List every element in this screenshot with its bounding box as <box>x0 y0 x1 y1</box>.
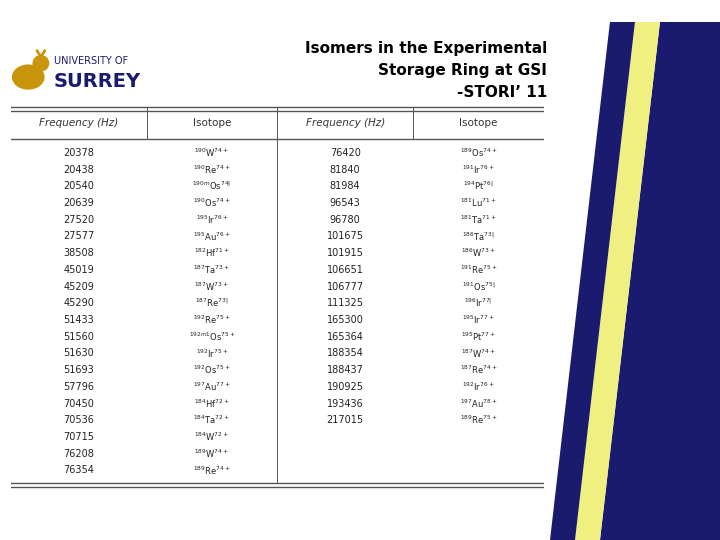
Text: $^{181}$Lu$^{71+}$: $^{181}$Lu$^{71+}$ <box>460 197 497 209</box>
Text: 20378: 20378 <box>63 148 94 158</box>
Text: $^{187}$W$^{74+}$: $^{187}$W$^{74+}$ <box>461 347 496 360</box>
Text: 51560: 51560 <box>63 332 94 342</box>
Text: $^{195}$Ir$^{76+}$: $^{195}$Ir$^{76+}$ <box>196 213 228 226</box>
Text: $^{192}$Re$^{75+}$: $^{192}$Re$^{75+}$ <box>193 314 230 326</box>
Text: 76420: 76420 <box>330 148 361 158</box>
Text: UNIVERSITY OF: UNIVERSITY OF <box>54 57 128 66</box>
Text: Frequency (Hz): Frequency (Hz) <box>39 118 118 128</box>
Text: 165300: 165300 <box>327 315 364 325</box>
Text: 76208: 76208 <box>63 449 94 458</box>
Text: 27577: 27577 <box>63 232 94 241</box>
Text: 96780: 96780 <box>330 215 361 225</box>
Text: $^{186}$Ta$^{73|}$: $^{186}$Ta$^{73|}$ <box>462 230 495 242</box>
Text: $^{190}$W$^{74+}$: $^{190}$W$^{74+}$ <box>194 147 230 159</box>
Text: $^{189}$Re$^{75+}$: $^{189}$Re$^{75+}$ <box>459 414 497 427</box>
Text: $^{196}$Ir$^{77|}$: $^{196}$Ir$^{77|}$ <box>464 297 492 309</box>
Text: 20438: 20438 <box>63 165 94 174</box>
Text: $^{187}$Re$^{73|}$: $^{187}$Re$^{73|}$ <box>195 297 229 309</box>
Text: $^{184}$W$^{72+}$: $^{184}$W$^{72+}$ <box>194 431 230 443</box>
Ellipse shape <box>12 64 45 90</box>
Text: $^{192m1}$Os$^{75+}$: $^{192m1}$Os$^{75+}$ <box>189 330 235 343</box>
Text: 20639: 20639 <box>63 198 94 208</box>
Text: 188437: 188437 <box>327 365 364 375</box>
Polygon shape <box>575 22 660 540</box>
Text: 111325: 111325 <box>327 298 364 308</box>
Text: $^{187}$W$^{73+}$: $^{187}$W$^{73+}$ <box>194 280 230 293</box>
Text: $^{186}$W$^{73+}$: $^{186}$W$^{73+}$ <box>461 247 496 259</box>
Text: $^{197}$Au$^{77+}$: $^{197}$Au$^{77+}$ <box>193 381 230 393</box>
Text: $^{191}$Re$^{75+}$: $^{191}$Re$^{75+}$ <box>459 264 497 276</box>
Polygon shape <box>550 22 635 540</box>
Text: 193436: 193436 <box>327 399 364 409</box>
Text: 101675: 101675 <box>327 232 364 241</box>
Text: 81984: 81984 <box>330 181 361 191</box>
Text: $^{187}$Re$^{74+}$: $^{187}$Re$^{74+}$ <box>459 364 497 376</box>
Text: $^{182}$Hf$^{71+}$: $^{182}$Hf$^{71+}$ <box>194 247 230 259</box>
Text: $^{181}$Ta$^{71+}$: $^{181}$Ta$^{71+}$ <box>460 213 497 226</box>
Text: $^{189}$Os$^{74+}$: $^{189}$Os$^{74+}$ <box>459 147 497 159</box>
Text: 190925: 190925 <box>327 382 364 392</box>
Text: $^{190m}$Os$^{74|}$: $^{190m}$Os$^{74|}$ <box>192 180 231 192</box>
Text: Isotope: Isotope <box>459 118 498 128</box>
Text: Isomers in the Experimental
Storage Ring at GSI
-STORI’ 11: Isomers in the Experimental Storage Ring… <box>305 40 547 100</box>
Text: 70536: 70536 <box>63 415 94 426</box>
Text: 217015: 217015 <box>327 415 364 426</box>
Text: SURREY: SURREY <box>54 72 141 91</box>
Text: 20540: 20540 <box>63 181 94 191</box>
Text: $^{190}$Os$^{74+}$: $^{190}$Os$^{74+}$ <box>193 197 230 209</box>
Text: $^{184}$Hf$^{72+}$: $^{184}$Hf$^{72+}$ <box>194 397 230 410</box>
Text: 70450: 70450 <box>63 399 94 409</box>
Text: $^{187}$Ta$^{73+}$: $^{187}$Ta$^{73+}$ <box>194 264 230 276</box>
Text: 27520: 27520 <box>63 215 94 225</box>
Text: $^{195}$Au$^{76+}$: $^{195}$Au$^{76+}$ <box>193 230 231 242</box>
Text: $^{191}$Os$^{75|}$: $^{191}$Os$^{75|}$ <box>462 280 495 293</box>
Circle shape <box>32 55 49 71</box>
Text: 81840: 81840 <box>330 165 361 174</box>
Text: 70715: 70715 <box>63 432 94 442</box>
Text: 96543: 96543 <box>330 198 361 208</box>
Text: 76354: 76354 <box>63 465 94 475</box>
Text: 51433: 51433 <box>63 315 94 325</box>
Text: 38508: 38508 <box>63 248 94 258</box>
Text: 45019: 45019 <box>63 265 94 275</box>
Text: 57796: 57796 <box>63 382 94 392</box>
Text: 51630: 51630 <box>63 348 94 359</box>
Text: $^{197}$Au$^{78+}$: $^{197}$Au$^{78+}$ <box>459 397 498 410</box>
Polygon shape <box>600 22 720 540</box>
Text: 165364: 165364 <box>327 332 364 342</box>
Text: 106651: 106651 <box>327 265 364 275</box>
Text: 51693: 51693 <box>63 365 94 375</box>
Text: 45290: 45290 <box>63 298 94 308</box>
Text: 188354: 188354 <box>327 348 364 359</box>
Text: Isotope: Isotope <box>193 118 231 128</box>
Text: 45209: 45209 <box>63 281 94 292</box>
Text: $^{191}$Ir$^{76+}$: $^{191}$Ir$^{76+}$ <box>462 164 495 176</box>
Text: 101915: 101915 <box>327 248 364 258</box>
Text: 106777: 106777 <box>327 281 364 292</box>
Text: $^{190}$Re$^{74+}$: $^{190}$Re$^{74+}$ <box>193 164 230 176</box>
Text: $^{192}$Os$^{75+}$: $^{192}$Os$^{75+}$ <box>193 364 230 376</box>
Text: $^{195}$Ir$^{77+}$: $^{195}$Ir$^{77+}$ <box>462 314 495 326</box>
Text: $^{189}$W$^{74+}$: $^{189}$W$^{74+}$ <box>194 448 230 460</box>
Text: $^{184}$Ta$^{72+}$: $^{184}$Ta$^{72+}$ <box>194 414 230 427</box>
Text: $^{194}$Pt$^{76|}$: $^{194}$Pt$^{76|}$ <box>463 180 494 192</box>
Text: $^{192}$Ir$^{75+}$: $^{192}$Ir$^{75+}$ <box>196 347 228 360</box>
Text: Frequency (Hz): Frequency (Hz) <box>305 118 384 128</box>
Text: $^{195}$Pt$^{77+}$: $^{195}$Pt$^{77+}$ <box>461 330 496 343</box>
Text: $^{192}$Ir$^{76+}$: $^{192}$Ir$^{76+}$ <box>462 381 495 393</box>
Text: $^{189}$Re$^{74+}$: $^{189}$Re$^{74+}$ <box>193 464 230 477</box>
